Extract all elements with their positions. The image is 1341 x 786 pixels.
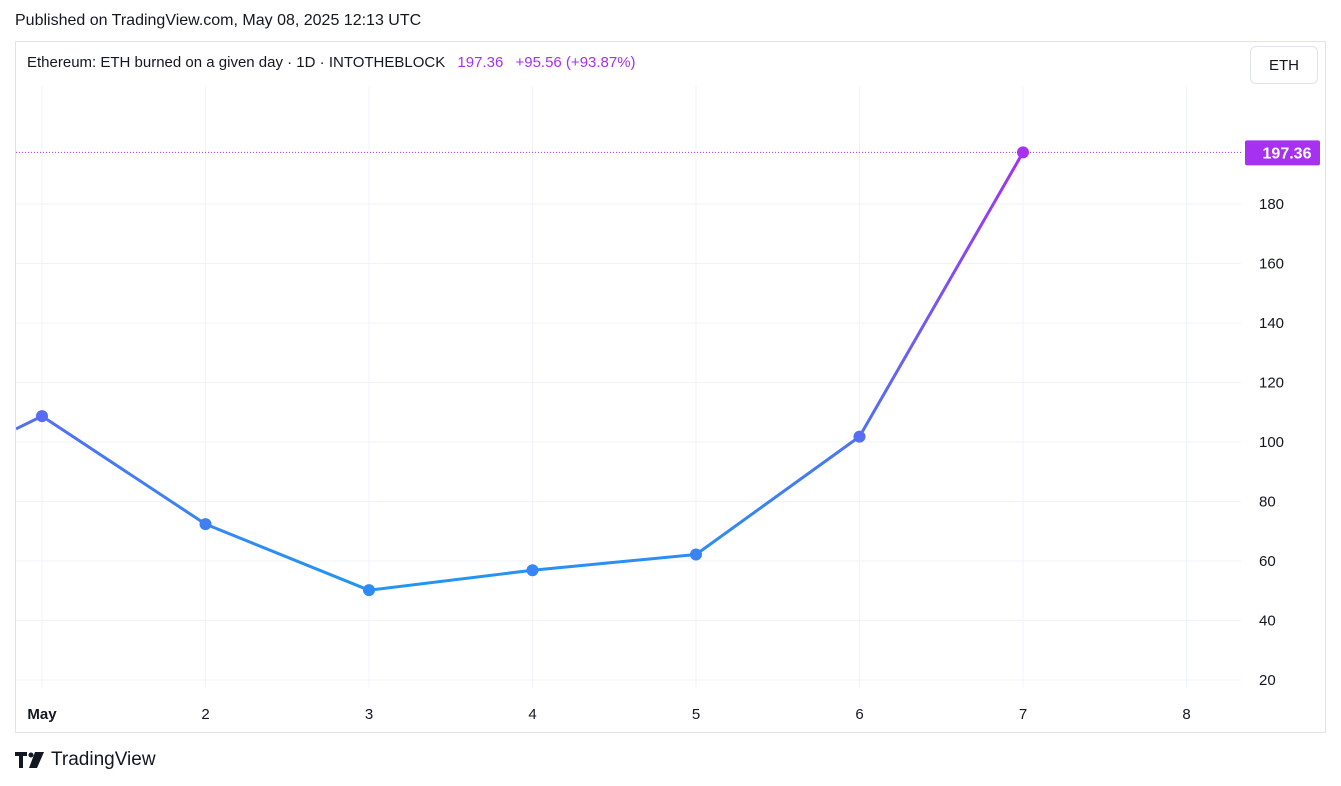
y-tick-label: 80 (1259, 494, 1276, 511)
chart-frame (15, 41, 1326, 733)
x-tick-label: May (27, 706, 57, 723)
x-axis: May 2 3 4 5 6 7 8 (27, 706, 1190, 723)
y-axis: 20 40 60 80 100 120 140 160 180 197.36 (1245, 140, 1320, 689)
y-tick-label: 180 (1259, 196, 1284, 213)
x-tick-label: 6 (855, 706, 863, 723)
grid-lines (16, 86, 1241, 688)
x-tick-label: 4 (528, 706, 536, 723)
x-tick-label: 2 (201, 706, 209, 723)
x-tick-label: 3 (365, 706, 373, 723)
y-tick-label: 160 (1259, 256, 1284, 273)
y-tick-label: 100 (1259, 434, 1284, 451)
y-tick-label: 40 (1259, 613, 1276, 630)
data-point[interactable] (199, 518, 212, 531)
y-tick-label: 120 (1259, 375, 1284, 392)
data-point[interactable] (526, 564, 539, 577)
published-caption: Published on TradingView.com, May 08, 20… (15, 12, 422, 29)
y-tick-label: 140 (1259, 315, 1284, 332)
y-tick-label: 20 (1259, 672, 1276, 689)
data-point[interactable] (1017, 146, 1029, 159)
tradingview-logo-icon (15, 752, 44, 768)
data-point[interactable] (363, 584, 375, 597)
currency-scale-button[interactable]: ETH (1250, 46, 1318, 84)
series-line (16, 151, 1025, 592)
series-name: Ethereum: ETH burned on a given day · 1D… (27, 54, 446, 71)
y-tick-label: 60 (1259, 553, 1276, 570)
last-value-badge-label: 197.36 (1263, 145, 1312, 162)
series-change: +95.56 (+93.87%) (515, 54, 636, 71)
x-tick-label: 7 (1019, 706, 1027, 723)
series-legend: Ethereum: ETH burned on a given day · 1D… (27, 54, 636, 71)
footer-brand: TradingView (51, 749, 156, 770)
series-last-value: 197.36 (457, 54, 504, 71)
data-point[interactable] (690, 548, 702, 561)
last-value-badge (1245, 140, 1320, 166)
x-tick-label: 5 (692, 706, 700, 723)
data-point[interactable] (853, 430, 866, 443)
x-tick-label: 8 (1182, 706, 1190, 723)
data-point[interactable] (36, 410, 48, 423)
tradingview-logo[interactable]: TradingView (15, 749, 156, 771)
